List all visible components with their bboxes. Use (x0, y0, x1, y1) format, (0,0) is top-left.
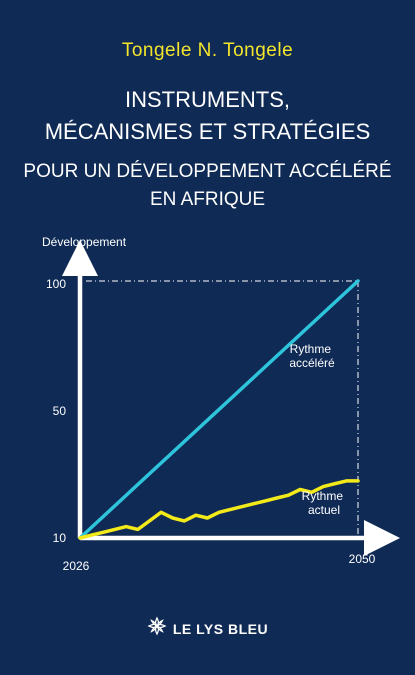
series-label-line: Rythme (302, 489, 344, 503)
subtitle-line: POUR UN DÉVELOPPEMENT ACCÉLÉRÉ (23, 161, 392, 182)
series-label-line: accéléré (289, 356, 335, 370)
y-tick-label: 100 (46, 277, 66, 291)
series-label-accelerated: Rythme accéléré (289, 342, 335, 370)
title-line: MÉCANISMES ET STRATÉGIES (44, 119, 371, 144)
y-axis-label: Développement (42, 235, 127, 249)
book-subtitle: POUR UN DÉVELOPPEMENT ACCÉLÉRÉ EN AFRIQU… (0, 158, 415, 214)
title-line: INSTRUMENTS, (125, 87, 290, 112)
lily-flower-icon (147, 616, 167, 641)
x-tick-label: 2050 (349, 552, 376, 566)
subtitle-line: EN AFRIQUE (149, 189, 266, 210)
x-tick-label: 2026 (63, 559, 90, 573)
publisher-logo: LE LYS BLEU (0, 616, 415, 641)
y-tick-label: 50 (53, 404, 67, 418)
author-name: Tongele N. Tongele (121, 40, 294, 61)
series-line-accelerated (78, 279, 360, 540)
publisher-name: LE LYS BLEU (172, 620, 269, 637)
book-title: INSTRUMENTS, MÉCANISMES ET STRATÉGIES (0, 84, 415, 148)
series-label-line: Rythme (290, 342, 332, 356)
series-label-line: actuel (308, 503, 340, 517)
y-tick-label: 10 (53, 531, 67, 545)
series-line-current (78, 479, 360, 540)
series-label-current: Rythme actuel (302, 489, 347, 517)
